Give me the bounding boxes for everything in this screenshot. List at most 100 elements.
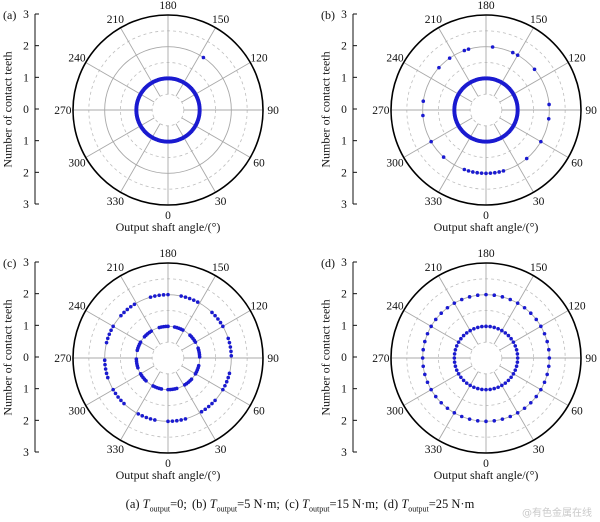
data-point	[508, 297, 513, 302]
grid-spoke	[175, 27, 216, 97]
data-point	[226, 336, 231, 341]
polar-frame	[390, 14, 582, 206]
data-point	[421, 113, 425, 118]
data-point	[161, 293, 166, 297]
data-point	[423, 372, 427, 377]
data-point	[456, 372, 461, 376]
data-point	[532, 67, 537, 72]
r-tick-label: 0	[23, 352, 29, 364]
data-point	[223, 383, 227, 388]
r-tick-label: 3	[341, 199, 347, 211]
data-point	[501, 169, 506, 173]
data-point	[484, 171, 488, 176]
data-point	[102, 358, 107, 363]
data-point	[509, 375, 513, 380]
data-point	[534, 317, 539, 322]
data-point	[437, 65, 441, 70]
data-point	[484, 324, 488, 329]
data-point	[506, 378, 511, 383]
data-point	[104, 340, 109, 345]
data-point	[229, 349, 233, 354]
figure-caption: (a) Toutput=0; (b) Toutput=5 N·m; (c) To…	[0, 497, 600, 514]
data-point	[227, 371, 232, 376]
data-point	[166, 292, 170, 297]
data-point	[545, 372, 549, 377]
angle-tick-label: 270	[372, 105, 390, 117]
data-point	[170, 419, 175, 423]
angle-tick-label: 300	[386, 158, 404, 170]
data-point	[492, 418, 497, 423]
data-point	[490, 45, 495, 49]
grid-ring-minor	[151, 341, 185, 375]
data-point	[441, 155, 446, 159]
grid-spoke	[499, 310, 569, 351]
grid-spoke	[175, 371, 216, 441]
data-point	[515, 356, 520, 360]
polar-frame	[72, 14, 264, 206]
r-tick-label: 2	[341, 167, 347, 179]
data-point	[513, 344, 518, 348]
data-point	[459, 297, 464, 302]
data-point	[157, 325, 162, 330]
data-point	[508, 414, 513, 419]
panel-label: (b)	[321, 8, 335, 22]
grid-spoke	[403, 117, 473, 158]
angle-tick-label: 0	[483, 210, 489, 222]
data-point	[476, 386, 480, 391]
data-point	[125, 307, 130, 312]
data-point	[453, 364, 458, 368]
grid-spoke	[181, 310, 251, 351]
data-point	[107, 332, 112, 337]
data-point	[545, 339, 549, 344]
data-point	[445, 406, 450, 411]
data-point	[539, 387, 543, 392]
data-point	[159, 387, 164, 391]
data-point	[528, 400, 533, 405]
data-point	[459, 336, 463, 341]
data-point	[122, 310, 126, 315]
data-points	[421, 45, 551, 176]
data-point	[213, 398, 217, 403]
data-point	[425, 331, 430, 336]
data-point	[475, 293, 480, 298]
r-tick-label: 0	[341, 104, 347, 116]
angle-tick-label: 120	[568, 300, 586, 312]
data-point	[164, 139, 169, 144]
data-point	[492, 386, 496, 391]
data-point	[111, 387, 115, 392]
grid-spoke	[120, 371, 161, 441]
angle-tick-label: 270	[54, 105, 72, 117]
data-point	[191, 298, 196, 302]
data-point	[464, 331, 469, 335]
data-point	[229, 353, 234, 358]
data-point	[218, 320, 223, 325]
grid-spoke	[120, 123, 161, 193]
data-point	[500, 417, 505, 421]
data-point	[140, 414, 145, 418]
data-point	[547, 356, 552, 360]
r-tick-label: 0	[341, 352, 347, 364]
data-point	[135, 348, 140, 353]
r-tick-label: 0	[23, 104, 29, 116]
data-point	[472, 385, 476, 390]
angle-tick-label: 0	[165, 458, 171, 470]
data-point	[522, 406, 527, 411]
angle-tick-label: 150	[530, 14, 548, 26]
data-point	[157, 293, 161, 298]
grid-spoke	[181, 62, 251, 103]
data-point	[459, 375, 463, 380]
data-point	[119, 313, 123, 318]
data-point	[175, 418, 179, 423]
r-tick-label: 2	[23, 41, 29, 53]
data-point	[174, 386, 179, 391]
grid-spoke	[175, 123, 216, 193]
r-tick-label: 1	[341, 136, 347, 148]
data-point	[542, 331, 547, 336]
data-point	[447, 56, 452, 60]
data-point	[421, 99, 426, 103]
data-point	[492, 325, 496, 330]
grid-spoke	[175, 275, 216, 345]
data-point	[196, 346, 200, 351]
